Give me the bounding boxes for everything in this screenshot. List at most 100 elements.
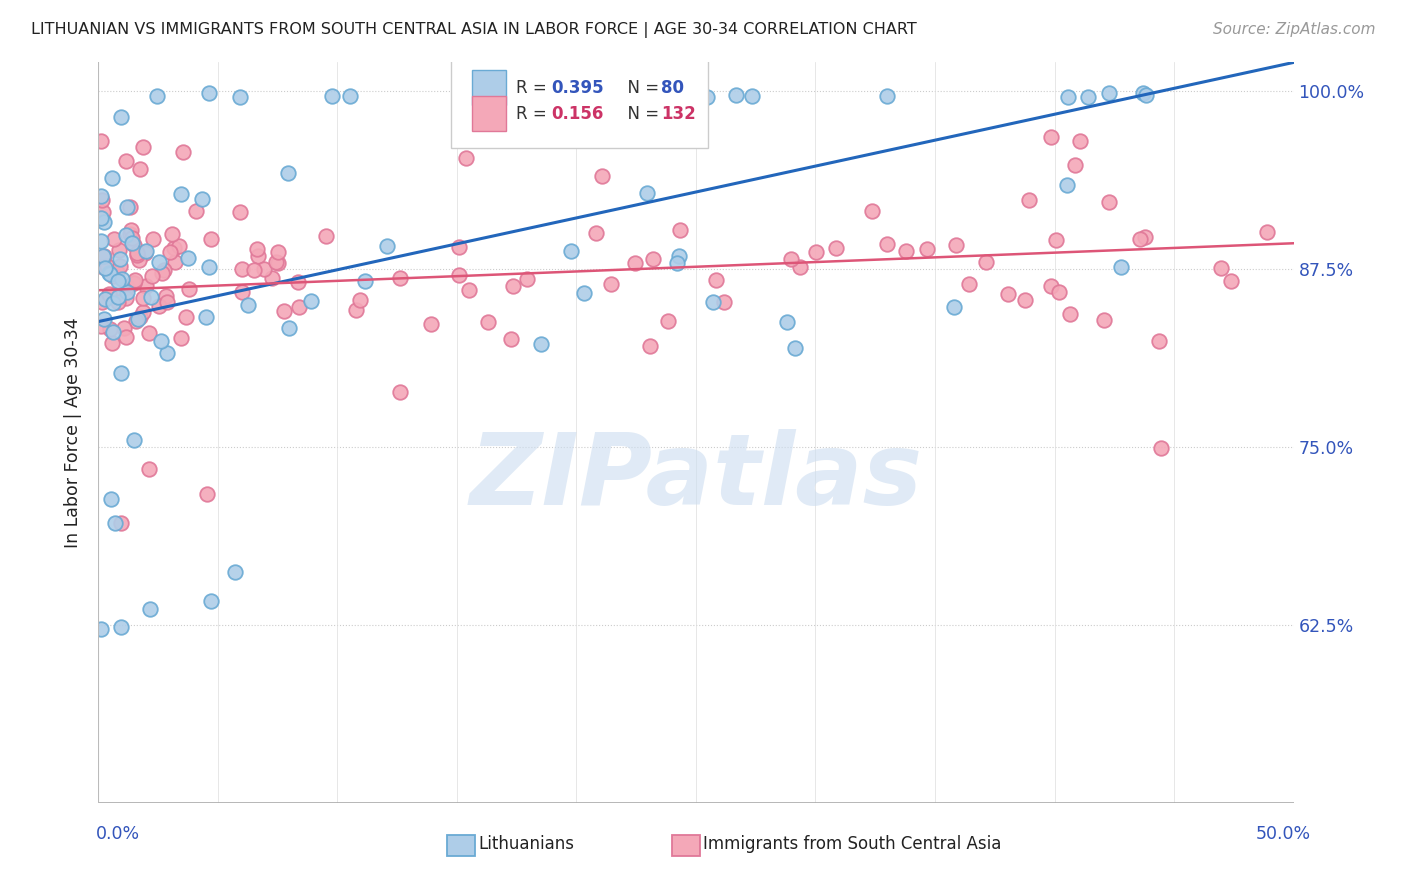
Point: [195, 310, 218, 325]
Point: [713, 294, 735, 309]
Point: [148, 299, 170, 313]
Point: [93, 292, 115, 306]
Point: [600, 277, 623, 292]
Point: [1098, 86, 1121, 100]
Point: [779, 252, 801, 266]
Point: [100, 492, 122, 507]
Point: [98, 287, 121, 301]
Point: [1014, 293, 1036, 307]
Text: 0.395: 0.395: [551, 78, 605, 96]
Point: [599, 87, 621, 101]
Text: 132: 132: [661, 104, 696, 122]
Point: [110, 260, 132, 274]
Point: [277, 165, 299, 179]
Point: [131, 304, 153, 318]
Point: [516, 272, 538, 286]
Point: [117, 201, 139, 215]
Point: [124, 273, 146, 287]
Point: [115, 285, 138, 299]
Point: [121, 231, 143, 245]
Point: [1077, 90, 1099, 104]
Point: [516, 89, 538, 103]
Point: [530, 337, 553, 351]
Point: [110, 111, 132, 125]
Point: [91, 193, 114, 207]
Point: [229, 205, 252, 219]
Point: [115, 280, 138, 294]
Point: [90, 295, 112, 310]
Point: [945, 238, 967, 252]
Point: [162, 227, 184, 241]
Point: [489, 90, 512, 104]
Point: [1209, 260, 1232, 275]
Point: [997, 286, 1019, 301]
Point: [90, 211, 112, 225]
Point: [724, 87, 747, 102]
Point: [704, 273, 727, 287]
Point: [619, 88, 641, 103]
Point: [90, 319, 112, 334]
Point: [93, 312, 115, 326]
Point: [90, 188, 112, 202]
Point: [90, 234, 112, 248]
Point: [1018, 193, 1040, 207]
Point: [1129, 231, 1152, 245]
Point: [111, 272, 134, 286]
Point: [477, 315, 499, 329]
Point: [419, 318, 441, 332]
Point: [135, 279, 157, 293]
Point: [125, 314, 148, 328]
Point: [103, 288, 125, 302]
Point: [636, 186, 658, 200]
Point: [339, 89, 361, 103]
Text: 50.0%: 50.0%: [1256, 825, 1310, 843]
Text: 0.0%: 0.0%: [96, 825, 139, 843]
Text: Source: ZipAtlas.com: Source: ZipAtlas.com: [1212, 22, 1375, 37]
Point: [103, 232, 125, 246]
Point: [156, 295, 179, 310]
Point: [915, 242, 938, 256]
Point: [668, 250, 690, 264]
Point: [560, 244, 582, 259]
Point: [1132, 86, 1154, 100]
Point: [115, 292, 138, 306]
Point: [121, 236, 143, 251]
Point: [696, 90, 718, 104]
Point: [449, 240, 471, 254]
Y-axis label: In Labor Force | Age 30-34: In Labor Force | Age 30-34: [65, 318, 83, 548]
Point: [107, 274, 129, 288]
Point: [458, 283, 481, 297]
Point: [1219, 274, 1241, 288]
Point: [301, 293, 323, 308]
Point: [876, 88, 898, 103]
Point: [101, 268, 124, 283]
Point: [1056, 90, 1078, 104]
Point: [591, 169, 613, 184]
Text: N =: N =: [617, 104, 665, 122]
Point: [485, 87, 508, 101]
Point: [349, 293, 371, 307]
Point: [90, 622, 112, 636]
Point: [174, 310, 197, 325]
Point: [124, 276, 146, 290]
Point: [1147, 334, 1170, 348]
Point: [101, 335, 124, 350]
Point: [108, 252, 131, 266]
Point: [1098, 195, 1121, 210]
Point: [657, 314, 679, 328]
Point: [894, 244, 917, 258]
Point: [1064, 158, 1087, 172]
Point: [943, 300, 966, 314]
Point: [125, 246, 148, 260]
Point: [120, 200, 142, 214]
Text: Immigrants from South Central Asia: Immigrants from South Central Asia: [703, 835, 1001, 853]
Point: [115, 330, 138, 344]
Point: [141, 269, 163, 284]
Point: [229, 90, 252, 104]
Text: N =: N =: [617, 78, 665, 96]
Text: R =: R =: [516, 104, 551, 122]
Point: [114, 228, 136, 243]
Point: [170, 331, 193, 345]
Point: [138, 462, 160, 476]
Point: [278, 321, 301, 335]
